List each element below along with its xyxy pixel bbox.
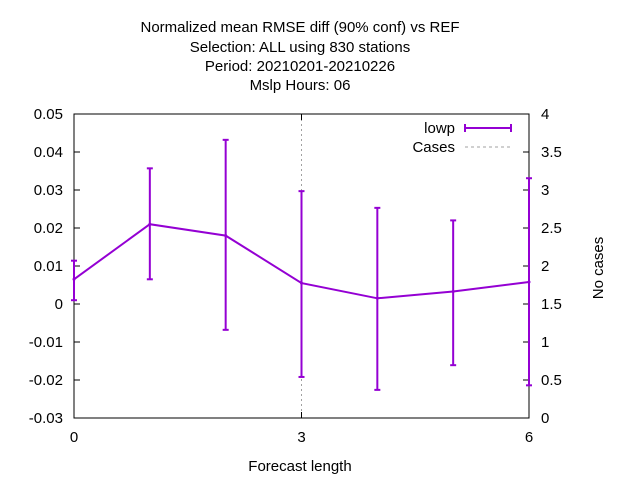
data-point xyxy=(72,277,76,281)
y2-tick-label: 0.5 xyxy=(541,372,562,389)
data-point xyxy=(451,289,455,293)
title-line-1: Normalized mean RMSE diff (90% conf) vs … xyxy=(141,19,460,36)
y-tick-label: 0.03 xyxy=(34,182,63,199)
y2-axis-label: No cases xyxy=(590,237,607,300)
legend-label-cases: Cases xyxy=(412,139,455,156)
data-point xyxy=(224,234,228,238)
title-line-4: Mslp Hours: 06 xyxy=(250,77,351,94)
data-point xyxy=(300,281,303,285)
y-tick-label: 0.05 xyxy=(34,106,63,123)
data-point xyxy=(527,280,531,284)
y-tick-label: 0.01 xyxy=(34,258,63,275)
x-axis: 0 3 6 xyxy=(70,114,533,446)
y2-tick-label: 0 xyxy=(541,410,549,427)
y2-tick-label: 1.5 xyxy=(541,296,562,313)
data-point xyxy=(375,296,379,300)
x-tick-label: 0 xyxy=(70,429,78,446)
y-tick-label: 0.02 xyxy=(34,220,63,237)
legend-key-lowp xyxy=(464,124,512,132)
y2-tick-label: 3 xyxy=(541,182,549,199)
x-tick-label: 3 xyxy=(297,429,305,446)
data-point xyxy=(148,222,152,226)
y-tick-label: 0.04 xyxy=(34,144,63,161)
y2-axis: 0 0.5 1 1.5 2 2.5 3 3.5 4 xyxy=(541,106,562,427)
y2-tick-label: 3.5 xyxy=(541,144,562,161)
series-group xyxy=(71,138,532,391)
y-axis: -0.03 -0.02 -0.01 0 0.01 0.02 0.03 0.04 0.05 xyxy=(29,106,529,427)
y2-tick-label: 1 xyxy=(541,334,549,351)
y2-tick-label: 2 xyxy=(541,258,549,275)
title-line-2: Selection: ALL using 830 stations xyxy=(190,39,410,56)
title-line-3: Period: 20210201-20210226 xyxy=(205,58,395,75)
legend-label-lowp: lowp xyxy=(424,120,455,137)
y2-tick-label: 2.5 xyxy=(541,220,562,237)
x-tick-label: 6 xyxy=(525,429,533,446)
chart-title: Normalized mean RMSE diff (90% conf) vs … xyxy=(141,19,460,94)
y-tick-label: 0 xyxy=(55,296,63,313)
legend: lowp Cases xyxy=(412,120,512,156)
x-axis-label: Forecast length xyxy=(248,458,351,475)
y-tick-label: -0.02 xyxy=(29,372,63,389)
y-tick-label: -0.01 xyxy=(29,334,63,351)
y-tick-label: -0.03 xyxy=(29,410,63,427)
y2-tick-label: 4 xyxy=(541,106,549,123)
